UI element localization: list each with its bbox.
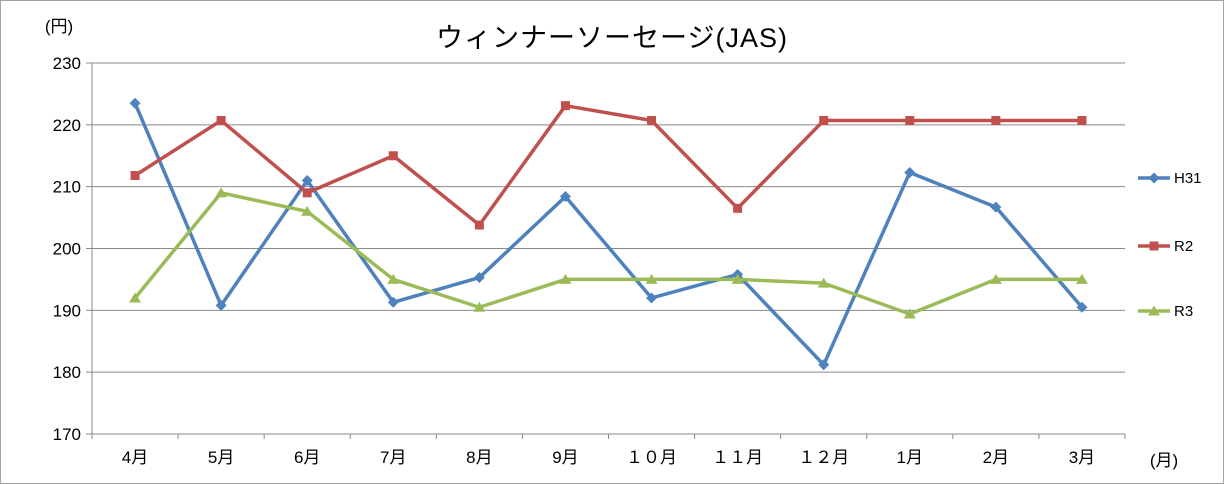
x-tick-label: 7月 — [380, 448, 406, 467]
legend-item-R3: R3 — [1137, 302, 1194, 320]
legend-label: H31 — [1174, 169, 1202, 187]
y-tick-label: 170 — [53, 425, 81, 444]
data-point-H31 — [387, 296, 399, 308]
data-point-R3 — [473, 301, 486, 312]
data-point-H31 — [559, 191, 571, 203]
legend-item-H31: H31 — [1137, 169, 1202, 187]
data-point-R2 — [1077, 116, 1087, 126]
data-point-R3 — [559, 273, 572, 284]
data-point-R2 — [733, 203, 743, 213]
series-line-H31 — [133, 101, 1084, 367]
data-point-H31 — [904, 166, 916, 178]
x-tick-label: 4月 — [122, 448, 148, 467]
data-point-R2 — [819, 116, 829, 126]
legend-key-icon — [1138, 305, 1170, 316]
y-tick-label: 230 — [53, 54, 81, 73]
legend-key-icon — [1138, 241, 1170, 251]
data-point-R3 — [301, 205, 314, 216]
y-tick-label: 210 — [53, 178, 81, 197]
x-tick-label: １０月 — [626, 448, 677, 467]
x-tick-label: 5月 — [208, 448, 234, 467]
data-point-H31 — [646, 292, 658, 304]
data-point-H31 — [1076, 301, 1088, 313]
x-tick-label: 9月 — [552, 448, 578, 467]
y-tick-label: 180 — [53, 363, 81, 382]
data-point-R3 — [215, 187, 228, 198]
legend-key-icon — [1138, 172, 1170, 184]
legend-item-R2: R2 — [1137, 237, 1194, 255]
data-point-H31 — [129, 97, 141, 109]
data-point-R2 — [130, 171, 140, 181]
data-point-R3 — [731, 273, 744, 284]
x-tick-label: １１月 — [712, 448, 763, 467]
x-tick-label: 3月 — [1069, 448, 1095, 467]
x-tick-label: 2月 — [983, 448, 1009, 467]
data-point-H31 — [215, 299, 227, 311]
y-tick-label: 220 — [53, 116, 81, 135]
series-line-R3 — [133, 191, 1084, 316]
data-point-R2 — [474, 220, 484, 230]
y-axis-unit-label: (円) — [44, 17, 74, 36]
y-tick-label: 190 — [53, 301, 81, 320]
data-point-R3 — [129, 292, 142, 303]
data-point-R2 — [216, 116, 226, 126]
data-point-H31 — [818, 359, 830, 371]
legend-marker-square-icon — [1149, 241, 1159, 251]
data-point-R3 — [989, 273, 1002, 284]
x-tick-label: １２月 — [798, 448, 849, 467]
data-point-R2 — [302, 188, 312, 198]
data-point-R2 — [388, 151, 398, 161]
x-axis-unit-label: (月) — [1149, 451, 1179, 470]
data-point-R3 — [903, 308, 916, 319]
series-line-R2 — [133, 103, 1084, 227]
legend-marker-diamond-icon — [1148, 172, 1160, 184]
data-point-H31 — [990, 201, 1002, 213]
data-point-R2 — [991, 116, 1001, 126]
legend-marker-triangle-icon — [1148, 305, 1160, 316]
data-point-R3 — [387, 273, 400, 284]
x-tick-label: 8月 — [466, 448, 492, 467]
data-point-R2 — [647, 116, 657, 126]
legend-label: R2 — [1174, 237, 1194, 255]
legend-label: R3 — [1174, 302, 1194, 320]
data-point-R3 — [645, 273, 658, 284]
x-tick-label: 1月 — [897, 448, 923, 467]
legend: H31 R2 R3 — [1137, 1, 1223, 483]
chart-title: ウィンナーソーセージ(JAS) — [436, 23, 788, 53]
x-tick-label: 6月 — [294, 448, 320, 467]
data-point-R2 — [905, 116, 915, 126]
data-point-H31 — [301, 174, 313, 186]
data-point-R3 — [817, 277, 830, 288]
data-point-R3 — [1075, 273, 1088, 284]
data-point-R2 — [560, 101, 570, 111]
data-point-H31 — [473, 272, 485, 284]
y-tick-label: 200 — [53, 240, 81, 259]
